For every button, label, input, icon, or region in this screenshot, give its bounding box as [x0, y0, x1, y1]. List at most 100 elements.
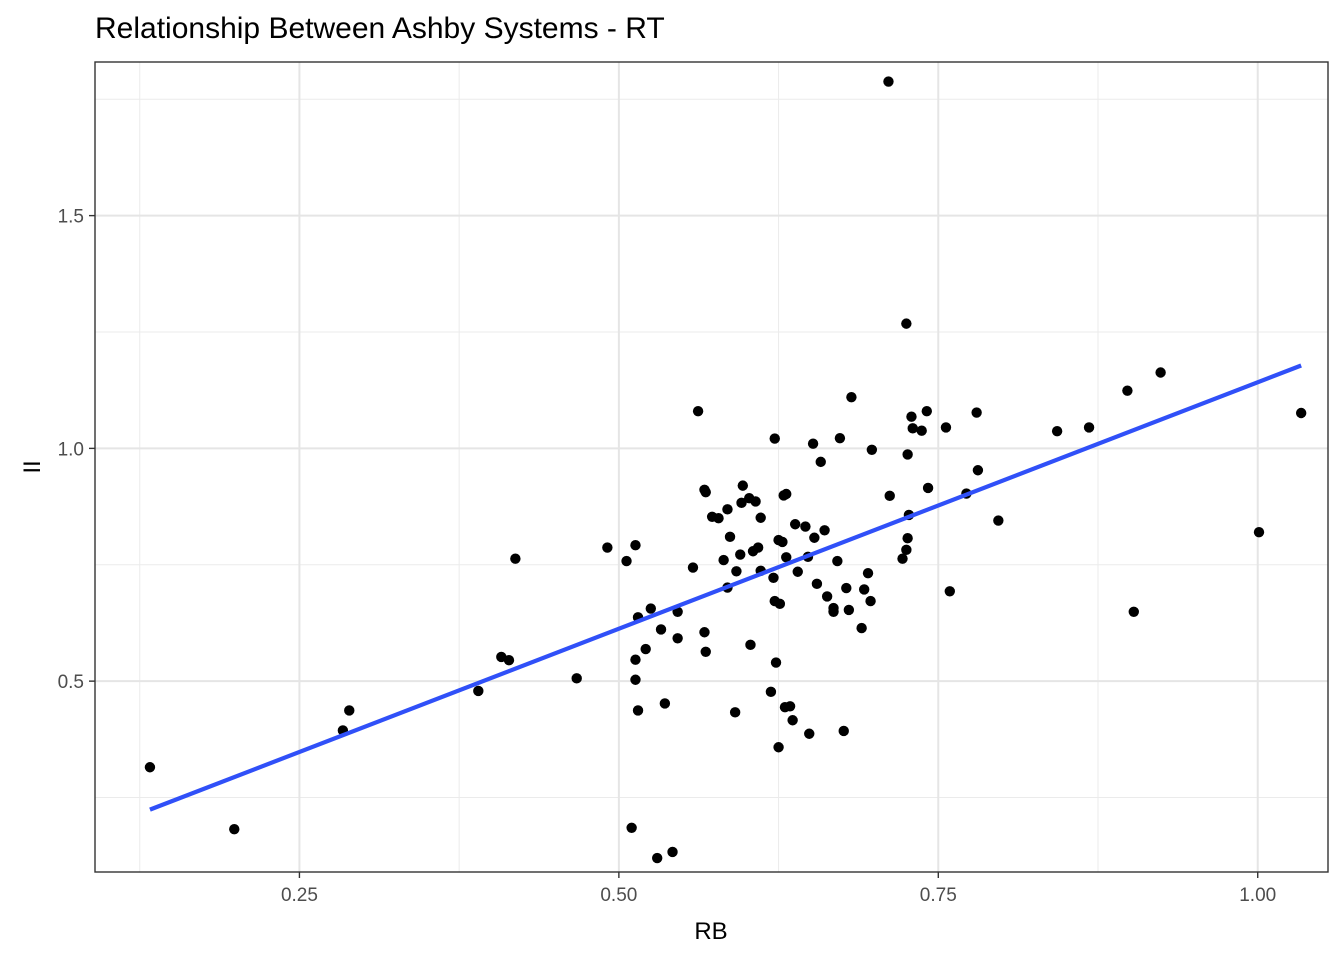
data-point: [832, 555, 843, 567]
data-point: [655, 624, 667, 635]
data-point: [722, 504, 733, 515]
data-point: [901, 544, 912, 556]
data-point: [344, 705, 355, 716]
data-point: [944, 586, 955, 597]
data-point: [229, 823, 240, 835]
plot-area: 0.25 0.50 0.75 1.00 0.5 1.0 1.5: [58, 61, 1329, 906]
data-point: [809, 532, 820, 543]
data-point: [901, 318, 912, 329]
data-point: [773, 742, 784, 753]
data-point: [1083, 422, 1095, 433]
regression-line: [149, 363, 1302, 812]
data-point: [750, 496, 761, 507]
data-point: [940, 422, 952, 433]
data-point: [828, 606, 839, 617]
data-point: [672, 633, 683, 644]
data-point: [755, 512, 766, 523]
data-point: [729, 707, 741, 718]
data-point: [510, 553, 521, 564]
data-point: [865, 595, 876, 607]
data-point: [846, 391, 857, 403]
chart-title: Relationship Between Ashby Systems - RT: [95, 12, 665, 45]
data-point: [1295, 407, 1307, 419]
data-point: [862, 567, 874, 579]
data-point: [1122, 385, 1133, 396]
data-point: [632, 705, 644, 716]
data-point: [737, 480, 749, 491]
data-point: [866, 444, 878, 455]
data-point: [838, 725, 849, 737]
data-point: [768, 572, 779, 583]
data-point: [621, 555, 632, 567]
data-point: [571, 673, 582, 684]
data-point: [792, 566, 803, 577]
data-point: [699, 627, 710, 638]
x-tick-label: 1.00: [1239, 885, 1276, 906]
data-point: [1253, 526, 1265, 538]
data-point: [473, 685, 484, 697]
data-point: [815, 456, 826, 468]
data-point: [971, 407, 982, 418]
data-point: [902, 533, 913, 544]
data-point: [718, 554, 729, 566]
y-tick-label: 1.0: [58, 439, 84, 460]
data-point: [784, 701, 796, 712]
x-axis-title: RB: [694, 918, 727, 945]
panel-border: [94, 61, 1329, 873]
data-point: [651, 852, 663, 864]
data-point: [841, 582, 852, 594]
data-point: [781, 552, 792, 563]
y-tick-label: 1.5: [58, 207, 84, 228]
data-point: [819, 525, 830, 536]
data-point: [856, 622, 867, 634]
data-point: [789, 519, 801, 530]
data-point: [745, 639, 756, 651]
data-point: [787, 715, 798, 726]
data-point: [807, 438, 819, 449]
data-point: [897, 553, 908, 564]
data-point: [640, 643, 651, 655]
data-point: [731, 566, 742, 577]
data-point: [735, 549, 746, 560]
data-point: [883, 76, 894, 87]
data-point: [687, 562, 699, 573]
data-point: [907, 423, 918, 434]
data-point: [1155, 367, 1166, 378]
data-point: [667, 846, 678, 858]
data-point: [144, 762, 156, 773]
data-point: [902, 449, 913, 460]
y-axis-title: II: [19, 460, 46, 473]
data-point: [921, 405, 932, 417]
data-point: [765, 686, 777, 698]
data-point: [916, 425, 927, 436]
data-point: [906, 411, 917, 422]
data-point: [774, 598, 786, 610]
x-tick-label: 0.25: [281, 885, 318, 906]
y-tick-label: 0.5: [58, 672, 84, 693]
data-point: [626, 822, 637, 833]
data-point: [843, 604, 855, 616]
data-point: [884, 490, 895, 502]
x-tick-label: 0.50: [600, 885, 637, 906]
data-point: [602, 542, 613, 553]
data-point: [700, 646, 711, 658]
data-point: [630, 654, 641, 665]
data-point: [724, 531, 736, 543]
data-point: [804, 728, 815, 739]
data-point: [821, 591, 833, 602]
data-point: [713, 513, 724, 524]
data-point: [800, 521, 811, 532]
data-point: [630, 674, 641, 685]
data-point: [1051, 425, 1063, 437]
data-point: [972, 465, 984, 476]
data-point: [700, 486, 711, 498]
data-point: [834, 432, 846, 444]
data-point: [1128, 606, 1139, 617]
data-point: [777, 536, 788, 548]
data-point: [752, 542, 764, 553]
data-point: [811, 578, 823, 590]
data-point: [769, 433, 780, 444]
x-tick-label: 0.75: [920, 885, 957, 906]
data-point: [659, 698, 671, 709]
